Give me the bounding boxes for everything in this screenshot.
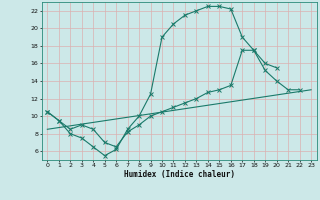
X-axis label: Humidex (Indice chaleur): Humidex (Indice chaleur) xyxy=(124,170,235,179)
